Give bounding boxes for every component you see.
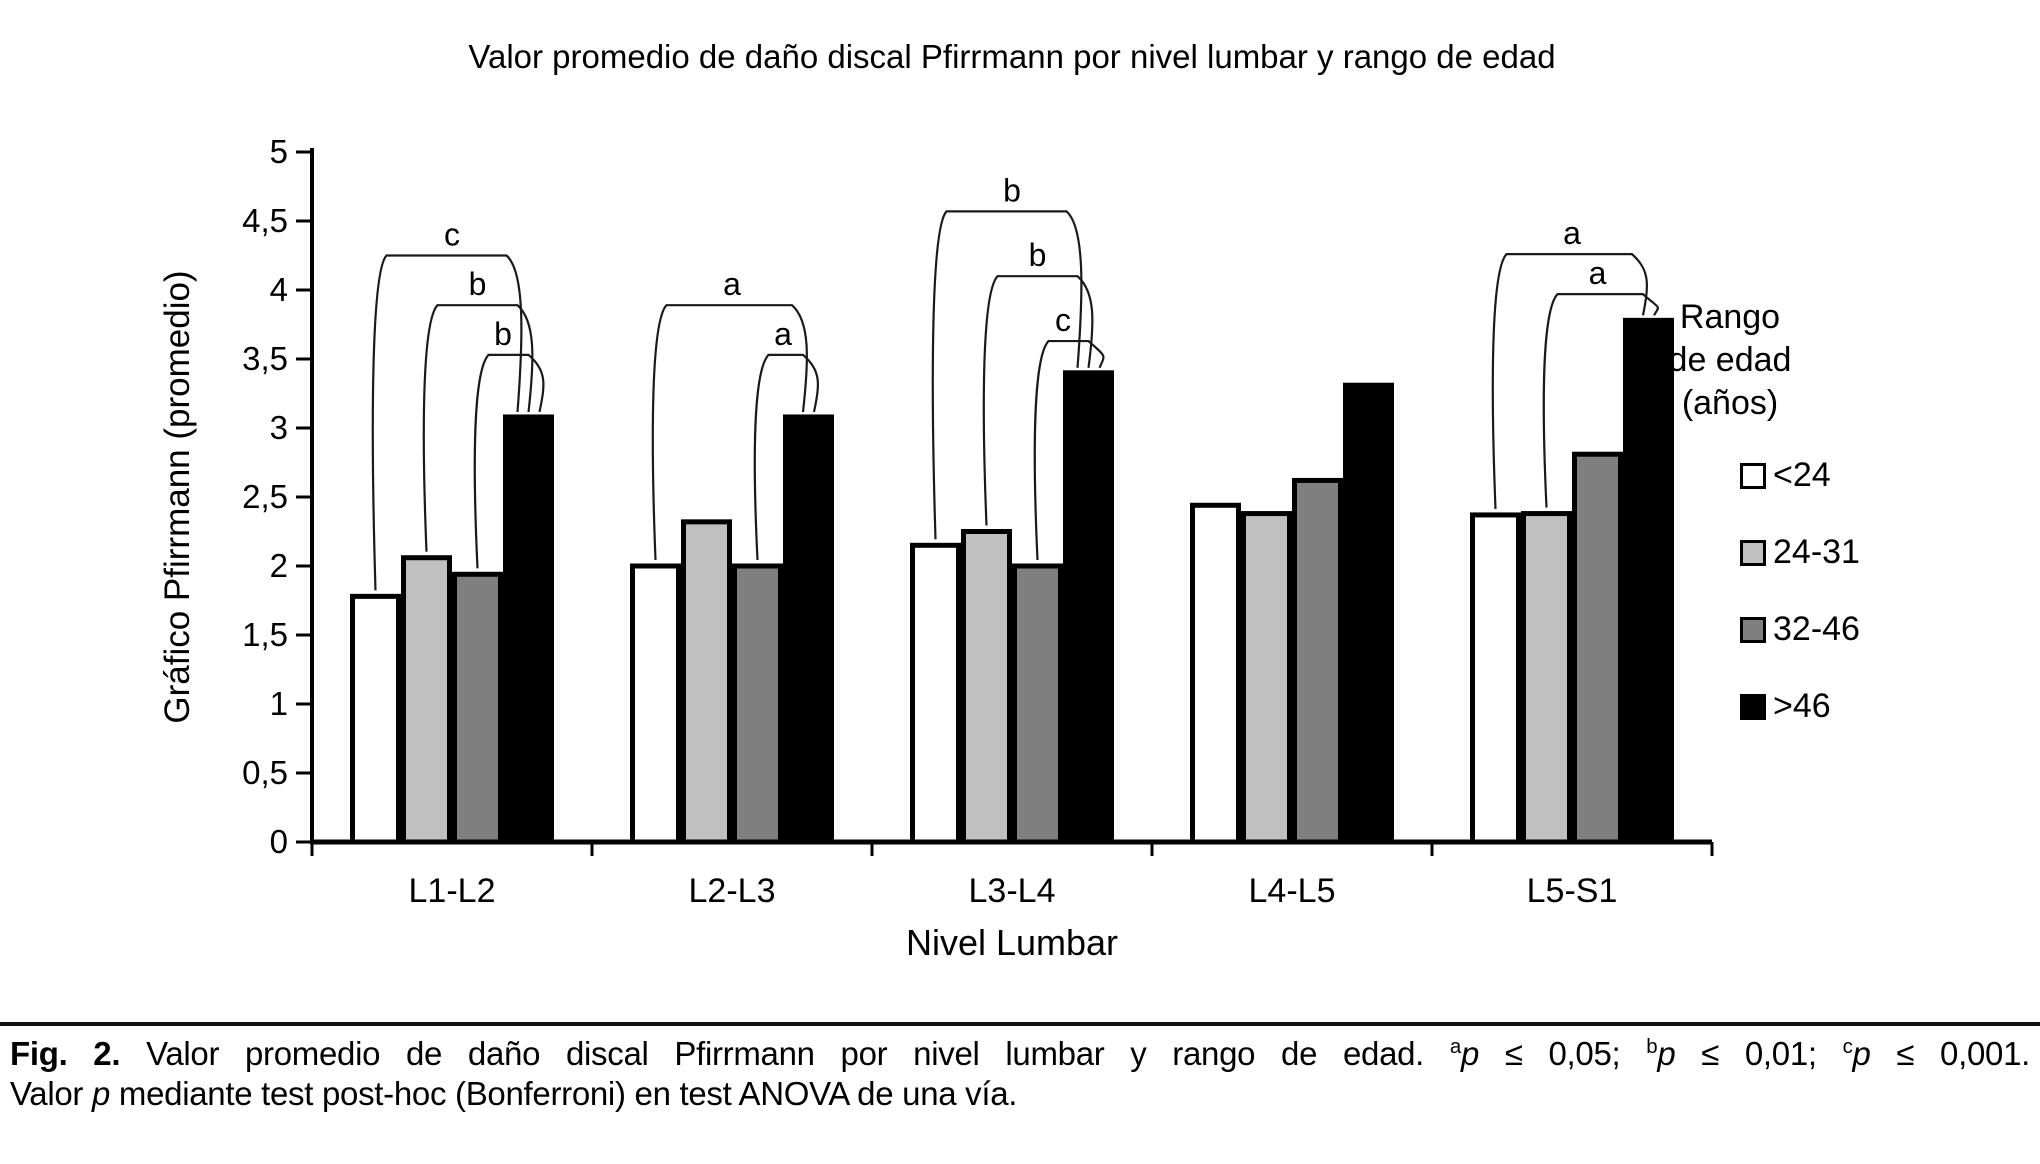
caption-p-italic: p [1460,1035,1480,1072]
y-tick-label: 2,5 [242,478,288,515]
legend-swatch-icon [1740,539,1766,566]
bar-L1-L2-32-46 [452,571,503,845]
significance-bracket-L3-L4-b [931,210,1083,540]
chart-title: Valor promedio de daño discal Pfirrmann … [468,38,1556,75]
bar-L1-L2-<24 [350,593,401,845]
x-axis-title: Nivel Lumbar [905,922,1119,963]
caption-significance: ap ≤ 0,05; bp ≤ 0,01; cp ≤ 0,001. [1449,1035,2030,1072]
x-category-label-L3-L4: L3-L4 [969,872,1056,910]
bar-L2-L3-<24 [630,563,681,845]
significance-bracket-L5-S1-a [1542,293,1659,508]
significance-label-L2-L3-a: a [774,316,792,352]
x-category-label-L4-L5: L4-L5 [1249,872,1336,910]
bar-L4-L5-24-31 [1241,511,1292,845]
significance-bracket-L1-L2-b [473,353,545,569]
bar-L3-L4-24-31 [961,529,1012,845]
significance-label-L5-S1-a: a [1563,215,1581,251]
significance-label-L3-L4-b: b [1003,172,1021,208]
significance-bracket-L2-L3-a [753,353,819,561]
x-category-label-L2-L3: L2-L3 [689,872,776,910]
legend-title-line: (años) [1681,384,1779,422]
legend-swatch-icon [1740,462,1766,489]
y-tick-label: 3 [270,409,288,446]
bar-L5-S1->46 [1623,317,1674,845]
caption-sup: b [1646,1035,1658,1058]
y-tick-label: 1,5 [242,616,288,653]
bar-L5-S1-32-46 [1572,451,1623,845]
legend-label: <24 [1773,456,1831,494]
figure-caption: Fig. 2. Valor promedio de daño discal Pf… [0,1022,2040,1114]
legend-title: Rango de edad (años) [1640,296,1820,425]
legend-swatch-icon [1740,693,1766,720]
caption-p-italic: p [1852,1035,1871,1072]
significance-bracket-L5-S1-a [1491,253,1648,509]
bar-L3-L4-32-46 [1012,563,1063,845]
legend-item: 24-31 [1640,514,1860,591]
y-tick-label: 0,5 [242,754,288,791]
bar-L3-L4->46 [1063,370,1114,845]
legend-title-line: de edad [1668,341,1792,379]
bar-L4-L5-32-46 [1292,477,1343,845]
legend-swatch-icon [1740,616,1766,643]
bar-L2-L3-24-31 [681,519,732,845]
significance-label-L1-L2-b: b [494,316,512,352]
x-category-label-L5-S1: L5-S1 [1527,872,1618,910]
caption-p-italic: p [1657,1035,1676,1072]
legend-item: >46 [1640,668,1860,745]
bar-L4-L5-<24 [1190,502,1241,845]
caption-line-2: Valor p mediante test post-hoc (Bonferro… [10,1075,1018,1112]
x-category-label-L1-L2: L1-L2 [409,872,496,910]
legend-title-line: Rango [1679,298,1781,336]
significance-bracket-L3-L4-b [982,275,1094,526]
y-tick-label: 3,5 [242,340,288,377]
legend-item: 32-46 [1640,591,1860,668]
bar-L2-L3-32-46 [732,563,783,845]
legend: Rango de edad (años) <24 24-31 32-46 >46 [1640,296,1860,745]
significance-label-L3-L4-b: b [1029,237,1047,273]
legend-label: 24-31 [1773,533,1860,571]
y-tick-label: 1 [270,685,288,722]
significance-bracket-L3-L4-c [1033,339,1105,561]
bar-L3-L4-<24 [910,542,961,845]
y-tick-label: 4,5 [242,202,288,239]
bar-L5-S1-<24 [1470,512,1521,845]
bar-L1-L2-24-31 [401,555,452,845]
caption-sup: c [1842,1035,1853,1058]
caption-body: Valor promedio de daño discal Pfirrmann … [146,1035,1425,1072]
significance-bracket-L1-L2-c [371,254,523,591]
caption-line-1: Fig. 2. Valor promedio de daño discal Pf… [10,1034,2030,1074]
caption-p-italic: p [91,1075,111,1112]
legend-label: 32-46 [1773,610,1860,648]
significance-label-L3-L4-c: c [1055,302,1071,338]
significance-label-L1-L2-b: b [469,266,487,302]
bar-L1-L2->46 [503,414,554,845]
legend-label: >46 [1773,687,1831,725]
bar-L4-L5->46 [1343,382,1394,845]
bar-L5-S1-24-31 [1521,511,1572,845]
bar-L2-L3->46 [783,414,834,845]
y-tick-label: 5 [270,133,288,170]
significance-label-L1-L2-c: c [444,217,460,253]
y-tick-label: 2 [270,547,288,584]
significance-bracket-L2-L3-a [651,304,808,561]
legend-items: <24 24-31 32-46 >46 [1640,437,1860,745]
caption-fig-label: Fig. 2. [10,1035,121,1072]
significance-label-L2-L3-a: a [723,266,741,302]
significance-bracket-L1-L2-b [422,304,534,552]
y-tick-label: 0 [270,823,288,860]
significance-label-L5-S1-a: a [1589,255,1607,291]
legend-item: <24 [1640,437,1860,514]
y-tick-label: 4 [270,271,288,308]
caption-sup: a [1449,1035,1461,1058]
